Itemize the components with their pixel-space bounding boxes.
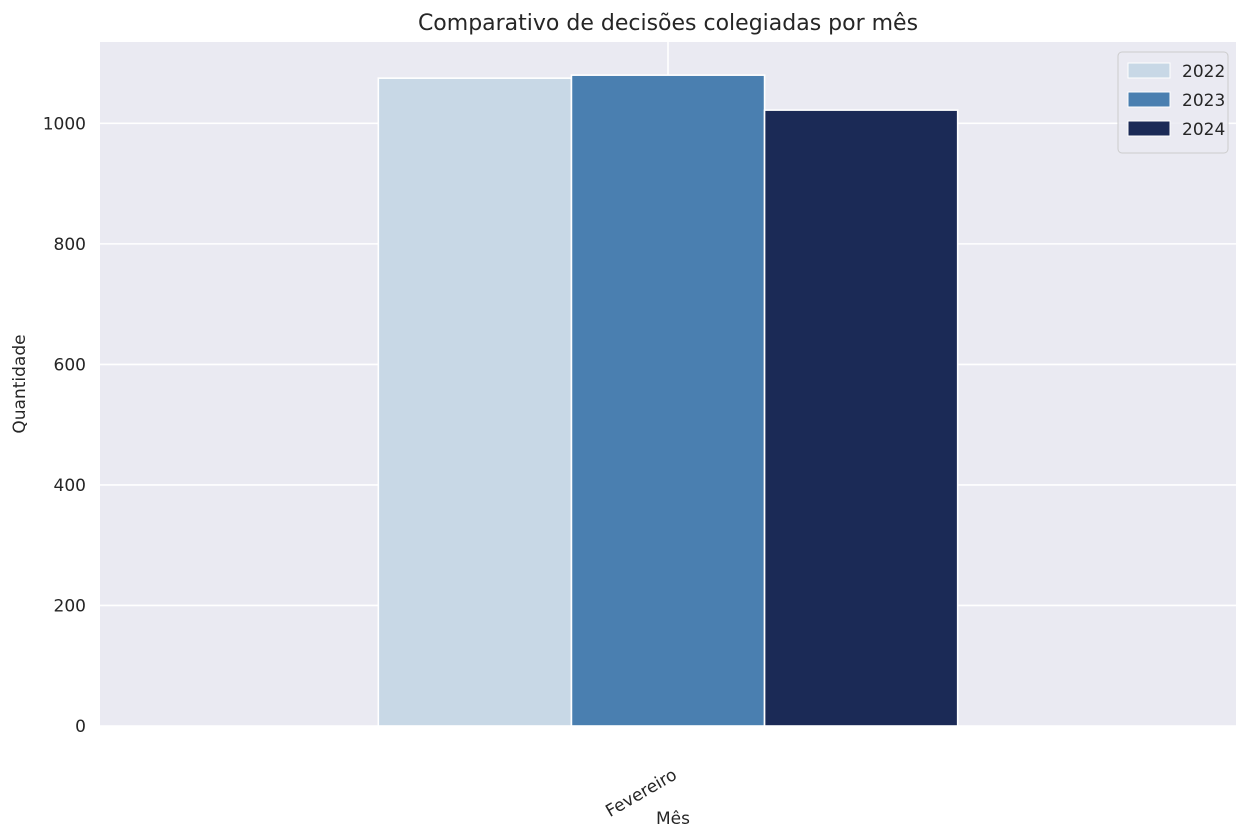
- bar-2023-Fevereiro: [570, 74, 766, 727]
- y-tick-label: 0: [75, 717, 86, 737]
- bars: [377, 74, 959, 727]
- y-tick-label: 400: [54, 476, 86, 496]
- chart-title: Comparativo de decisões colegiadas por m…: [418, 11, 918, 36]
- bar-2022-Fevereiro: [377, 77, 573, 727]
- legend-label-2022: 2022: [1182, 62, 1225, 82]
- legend-swatch-2023: [1127, 91, 1171, 108]
- y-tick-label: 200: [54, 596, 86, 616]
- legend: 2022 2023 2024: [1117, 51, 1229, 154]
- bar-2024-Fevereiro: [763, 109, 959, 727]
- legend-label-2023: 2023: [1182, 91, 1225, 111]
- legend-swatch-2024: [1127, 120, 1171, 137]
- y-tick-labels: 0 200 400 600 800 1000: [43, 114, 86, 737]
- y-tick-label: 800: [54, 235, 86, 255]
- y-axis-label: Quantidade: [10, 334, 30, 433]
- x-axis-label: Mês: [656, 809, 690, 829]
- legend-swatch-2022: [1127, 62, 1171, 79]
- y-tick-label: 1000: [43, 114, 86, 134]
- legend-label-2024: 2024: [1182, 120, 1225, 140]
- y-tick-label: 600: [54, 355, 86, 375]
